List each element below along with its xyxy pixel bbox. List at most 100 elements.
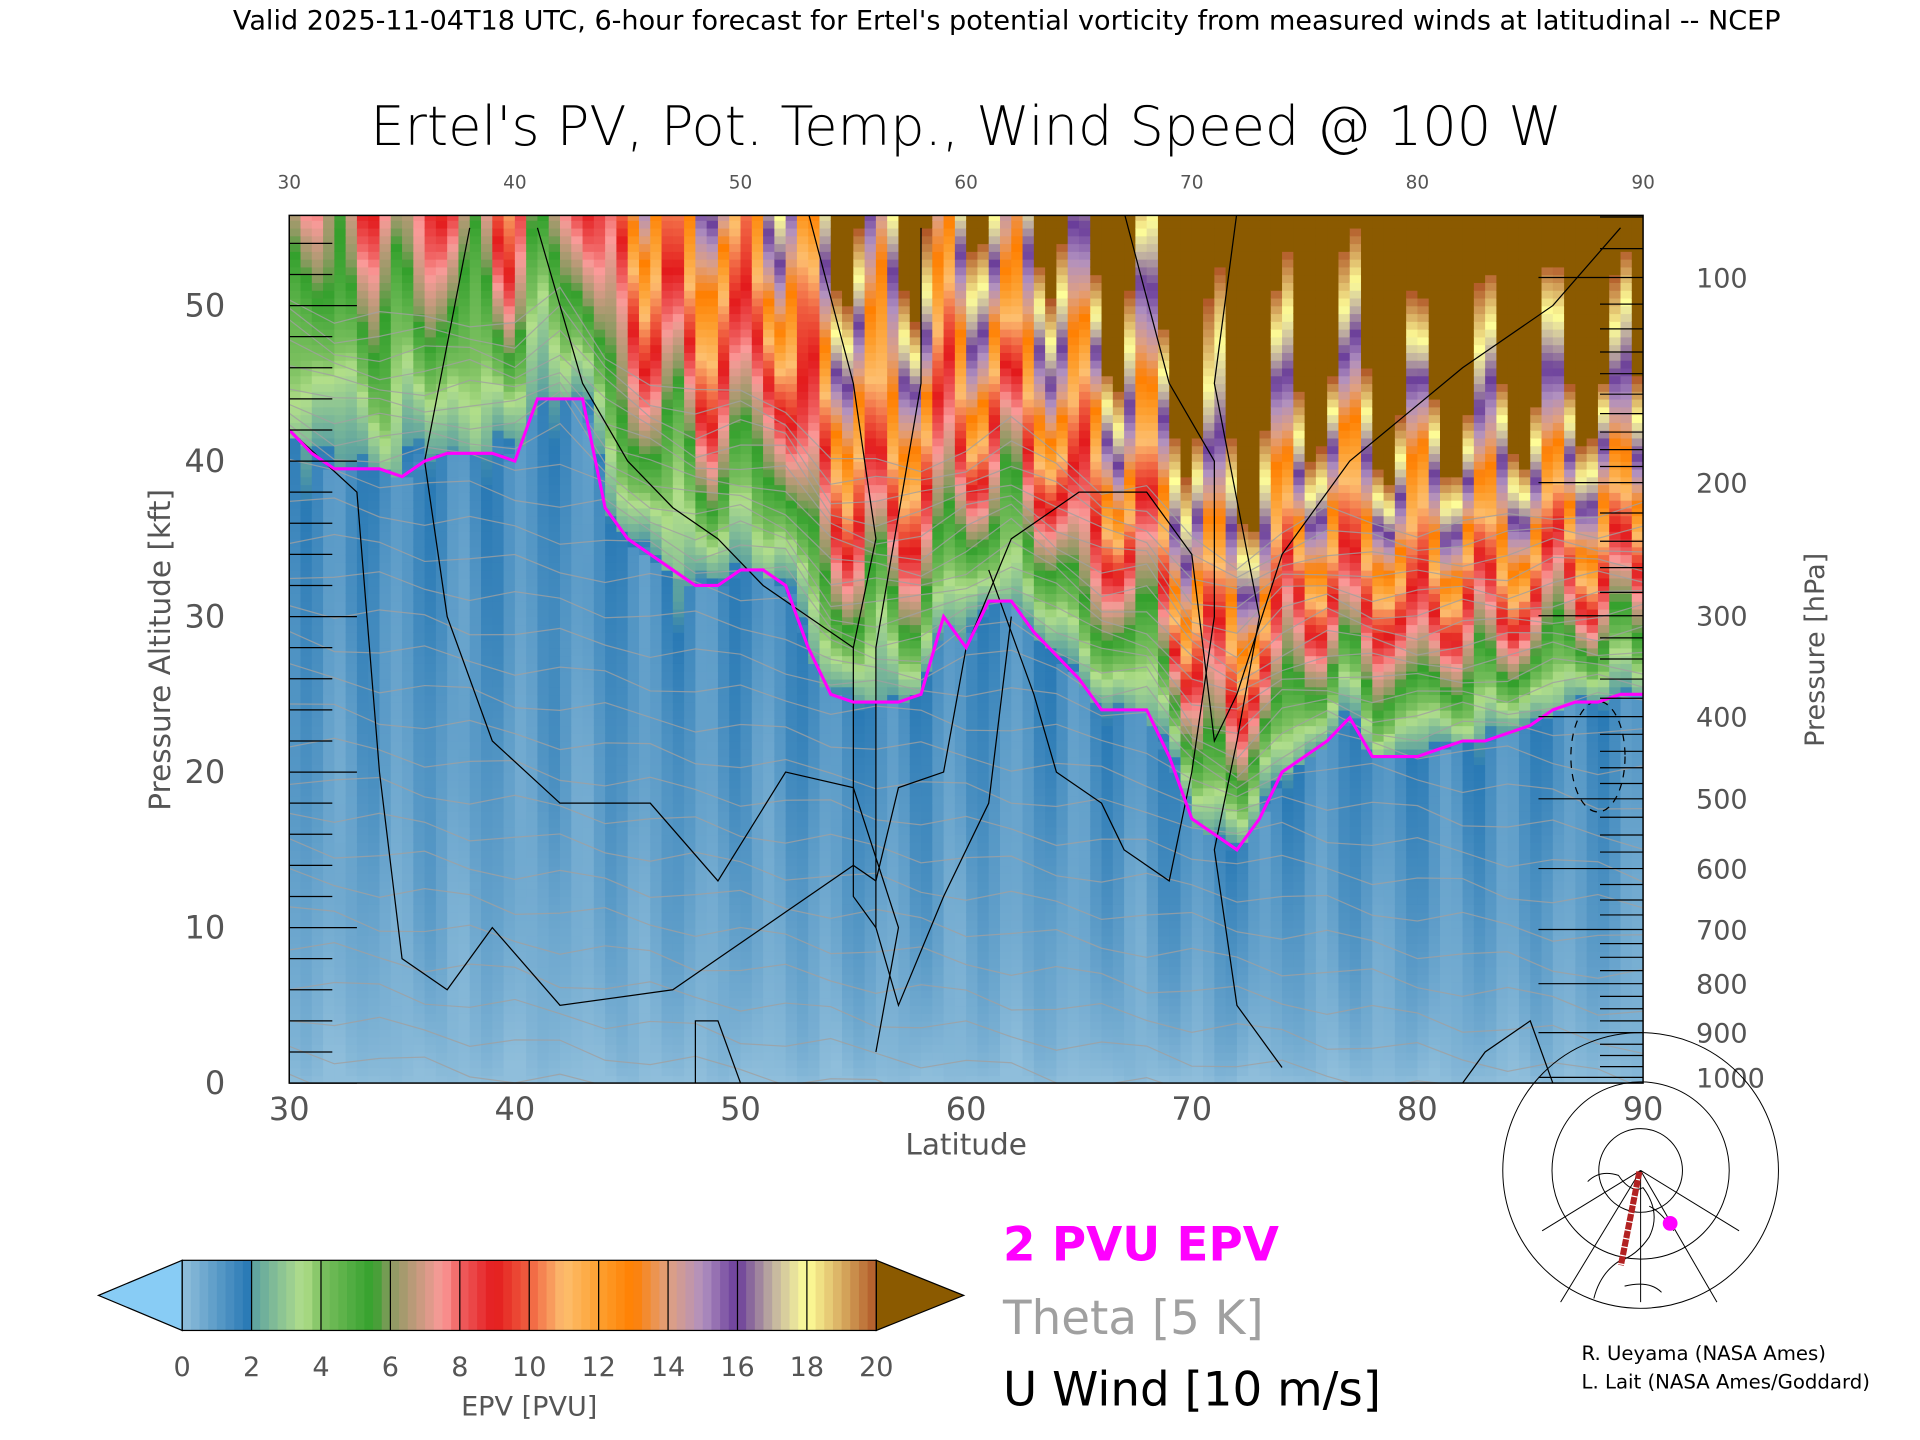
pv-cell	[684, 274, 697, 283]
pv-cell	[774, 585, 787, 594]
pv-cell	[627, 818, 640, 828]
pv-cell	[627, 616, 640, 626]
pv-cell	[390, 476, 403, 486]
pv-cell	[469, 227, 482, 237]
pv-cell	[729, 927, 742, 937]
pv-cell	[740, 834, 753, 843]
pv-cell	[650, 476, 663, 486]
pv-cell	[334, 266, 347, 276]
pv-cell	[717, 896, 730, 905]
pv-cell	[672, 943, 685, 952]
pv-cell	[785, 803, 798, 812]
pv-cell	[435, 663, 448, 672]
pv-cell	[368, 585, 381, 594]
pv-cell	[684, 437, 697, 447]
pv-cell	[740, 647, 753, 657]
pv-cell	[729, 888, 742, 898]
pv-cell	[447, 215, 460, 221]
pv-cell	[605, 297, 618, 307]
pv-cell	[560, 764, 573, 773]
pv-cell	[526, 888, 539, 898]
pv-cell	[729, 538, 742, 548]
pv-cell	[390, 880, 403, 890]
pv-cell	[751, 880, 764, 890]
pv-cell	[424, 694, 437, 703]
pv-cell	[435, 709, 448, 719]
pv-cell	[514, 577, 527, 587]
pv-cell	[300, 725, 313, 734]
pv-cell	[345, 818, 358, 828]
pv-cell	[413, 215, 426, 221]
pv-cell	[424, 523, 437, 532]
pv-cell	[447, 321, 460, 330]
pv-cell	[424, 624, 437, 633]
pv-cell	[413, 810, 426, 820]
pv-cell	[390, 733, 403, 742]
pv-cell	[706, 1013, 719, 1022]
pv-cell	[323, 546, 336, 556]
pv-cell	[616, 523, 629, 532]
pv-cell	[503, 632, 516, 641]
pv-cell	[323, 336, 336, 346]
pv-cell	[424, 305, 437, 315]
pv-cell	[684, 305, 697, 315]
pv-cell	[627, 756, 640, 766]
pv-cell	[763, 624, 776, 633]
pv-cell	[424, 422, 437, 431]
pv-cell	[390, 865, 403, 874]
pv-cell	[289, 1020, 302, 1030]
pv-cell	[729, 764, 742, 773]
pv-cell	[300, 531, 313, 540]
pv-cell	[447, 803, 460, 812]
pv-cell	[616, 453, 629, 462]
pv-cell	[650, 274, 663, 283]
pv-cell	[548, 297, 561, 307]
pv-cell	[785, 764, 798, 773]
pv-cell	[469, 943, 482, 952]
pv-cell	[616, 437, 629, 447]
pv-cell	[503, 484, 516, 493]
pv-cell	[774, 989, 787, 999]
pv-cell	[458, 406, 471, 416]
pv-cell	[300, 367, 313, 377]
pv-cell	[481, 507, 494, 517]
pv-cell	[627, 989, 640, 999]
pv-cell	[537, 220, 550, 229]
pv-cell	[345, 546, 358, 556]
pv-cell	[368, 321, 381, 330]
pv-cell	[334, 383, 347, 392]
pv-cell	[379, 484, 392, 493]
pv-cell	[390, 215, 403, 221]
pv-cell	[740, 360, 753, 369]
pv-cell	[740, 1044, 753, 1053]
pv-cell	[548, 686, 561, 696]
pv-cell	[616, 1036, 629, 1045]
pv-cell	[334, 974, 347, 983]
pv-cell	[774, 336, 787, 346]
pv-cell	[413, 290, 426, 299]
pv-cell	[368, 989, 381, 999]
pv-cell	[390, 282, 403, 291]
pv-cell	[717, 297, 730, 307]
pv-cell	[706, 787, 719, 797]
pv-cell	[661, 215, 674, 221]
pv-cell	[345, 795, 358, 804]
pv-cell	[402, 997, 415, 1007]
pv-cell	[368, 795, 381, 804]
pv-cell	[627, 935, 640, 944]
pv-cell	[413, 538, 426, 548]
pv-cell	[424, 943, 437, 952]
pv-cell	[717, 624, 730, 633]
pv-cell	[469, 429, 482, 439]
pv-cell	[323, 826, 336, 836]
pv-cell	[706, 1075, 719, 1084]
pv-cell	[616, 795, 629, 804]
pv-cell	[616, 445, 629, 455]
pv-cell	[413, 873, 426, 882]
pv-cell	[582, 1059, 595, 1069]
pv-cell	[627, 499, 640, 509]
pv-cell	[424, 461, 437, 470]
pv-cell	[481, 375, 494, 385]
pv-cell	[627, 896, 640, 905]
pv-cell	[390, 756, 403, 766]
